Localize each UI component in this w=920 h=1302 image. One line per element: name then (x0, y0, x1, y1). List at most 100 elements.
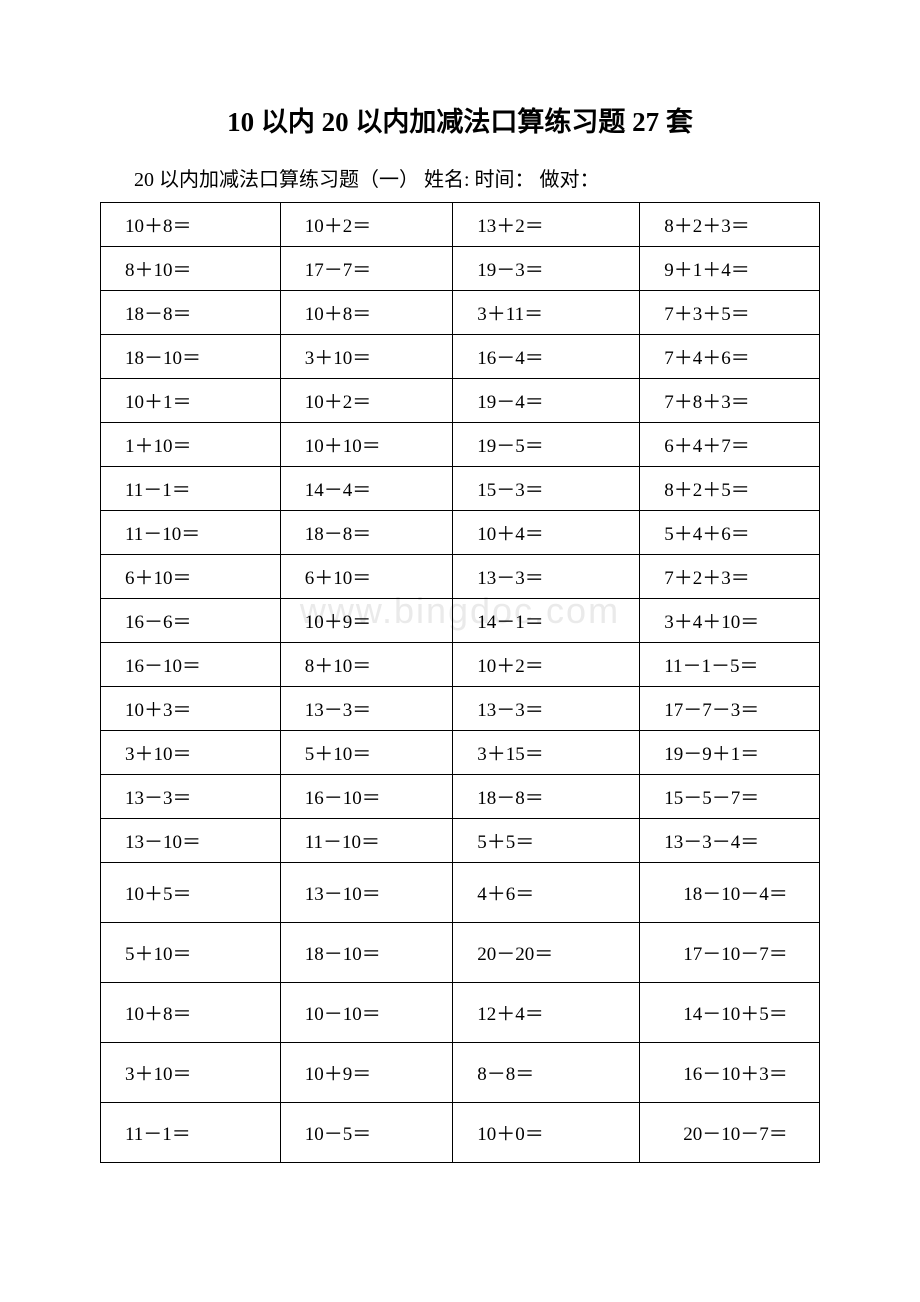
table-cell: 6＋10＝ (280, 555, 453, 599)
table-cell: 17－7＝ (280, 247, 453, 291)
table-cell: 5＋10＝ (280, 731, 453, 775)
table-cell: 19－9＋1＝ (640, 731, 820, 775)
table-cell: 14－4＝ (280, 467, 453, 511)
table-cell: 18－8＝ (280, 511, 453, 555)
table-row: 11－1＝10－5＝10＋0＝ 20－10－7＝ (101, 1103, 820, 1163)
table-cell: 6＋10＝ (101, 555, 281, 599)
table-cell: 11－1－5＝ (640, 643, 820, 687)
table-row: 11－1＝14－4＝15－3＝8＋2＋5＝ (101, 467, 820, 511)
table-cell: 16－10＝ (280, 775, 453, 819)
table-cell: 18－10－4＝ (640, 863, 820, 923)
table-cell: 3＋11＝ (453, 291, 640, 335)
table-cell: 5＋5＝ (453, 819, 640, 863)
table-cell: 8＋10＝ (101, 247, 281, 291)
table-cell: 16－10＋3＝ (640, 1043, 820, 1103)
table-row: 11－10＝18－8＝10＋4＝5＋4＋6＝ (101, 511, 820, 555)
table-cell: 10＋2＝ (280, 203, 453, 247)
table-cell: 10＋5＝ (101, 863, 281, 923)
table-row: 18－8＝10＋8＝3＋11＝7＋3＋5＝ (101, 291, 820, 335)
table-cell: 10＋4＝ (453, 511, 640, 555)
table-cell: 14－10＋5＝ (640, 983, 820, 1043)
table-row: 6＋10＝6＋10＝13－3＝7＋2＋3＝ (101, 555, 820, 599)
table-cell: 9＋1＋4＝ (640, 247, 820, 291)
table-cell: 5＋4＋6＝ (640, 511, 820, 555)
table-row: 10＋1＝10＋2＝19－4＝7＋8＋3＝ (101, 379, 820, 423)
table-cell: 11－10＝ (280, 819, 453, 863)
table-cell: 11－1＝ (101, 1103, 281, 1163)
table-cell: 17－7－3＝ (640, 687, 820, 731)
table-cell: 3＋10＝ (101, 731, 281, 775)
table-cell: 10＋2＝ (453, 643, 640, 687)
table-cell: 10＋0＝ (453, 1103, 640, 1163)
table-cell: 13－10＝ (101, 819, 281, 863)
table-cell: 10＋2＝ (280, 379, 453, 423)
page-title: 10 以内 20 以内加减法口算练习题 27 套 (100, 100, 820, 139)
table-row: 3＋10＝5＋10＝3＋15＝19－9＋1＝ (101, 731, 820, 775)
table-cell: 11－10＝ (101, 511, 281, 555)
table-row: 16－10＝8＋10＝10＋2＝11－1－5＝ (101, 643, 820, 687)
table-cell: 13－3＝ (101, 775, 281, 819)
table-row: 10＋8＝10－10＝12＋4＝ 14－10＋5＝ (101, 983, 820, 1043)
table-row: 8＋10＝17－7＝19－3＝9＋1＋4＝ (101, 247, 820, 291)
subtitle: 20 以内加减法口算练习题（一） 姓名: 时间： 做对： (100, 163, 820, 192)
table-cell: 13＋2＝ (453, 203, 640, 247)
table-cell: 19－3＝ (453, 247, 640, 291)
table-cell: 7＋8＋3＝ (640, 379, 820, 423)
table-cell: 18－10＝ (101, 335, 281, 379)
table-cell: 20－20＝ (453, 923, 640, 983)
table-row: 10＋8＝10＋2＝13＋2＝8＋2＋3＝ (101, 203, 820, 247)
table-cell: 17－10－7＝ (640, 923, 820, 983)
table-row: 1＋10＝10＋10＝19－5＝6＋4＋7＝ (101, 423, 820, 467)
table-row: 13－3＝16－10＝18－8＝15－5－7＝ (101, 775, 820, 819)
table-cell: 10＋3＝ (101, 687, 281, 731)
table-cell: 18－8＝ (453, 775, 640, 819)
table-cell: 13－3－4＝ (640, 819, 820, 863)
table-cell: 15－3＝ (453, 467, 640, 511)
table-cell: 16－4＝ (453, 335, 640, 379)
table-cell: 14－1＝ (453, 599, 640, 643)
table-cell: 6＋4＋7＝ (640, 423, 820, 467)
math-problems-table: 10＋8＝10＋2＝13＋2＝8＋2＋3＝8＋10＝17－7＝19－3＝9＋1＋… (100, 202, 820, 1163)
table-row: 18－10＝3＋10＝16－4＝7＋4＋6＝ (101, 335, 820, 379)
table-cell: 18－10＝ (280, 923, 453, 983)
table-cell: 16－10＝ (101, 643, 281, 687)
table-cell: 8＋2＋5＝ (640, 467, 820, 511)
table-cell: 10＋10＝ (280, 423, 453, 467)
table-cell: 7＋3＋5＝ (640, 291, 820, 335)
table-cell: 18－8＝ (101, 291, 281, 335)
table-cell: 12＋4＝ (453, 983, 640, 1043)
table-cell: 1＋10＝ (101, 423, 281, 467)
table-cell: 7＋2＋3＝ (640, 555, 820, 599)
table-cell: 10＋8＝ (280, 291, 453, 335)
table-cell: 19－4＝ (453, 379, 640, 423)
table-cell: 10＋1＝ (101, 379, 281, 423)
table-cell: 13－3＝ (453, 555, 640, 599)
table-cell: 8＋10＝ (280, 643, 453, 687)
table-cell: 13－3＝ (453, 687, 640, 731)
table-cell: 8－8＝ (453, 1043, 640, 1103)
table-row: 16－6＝10＋9＝14－1＝3＋4＋10＝ (101, 599, 820, 643)
table-cell: 10＋8＝ (101, 203, 281, 247)
table-row: 10＋5＝13－10＝4＋6＝ 18－10－4＝ (101, 863, 820, 923)
table-cell: 10＋8＝ (101, 983, 281, 1043)
table-cell: 11－1＝ (101, 467, 281, 511)
table-row: 13－10＝11－10＝5＋5＝13－3－4＝ (101, 819, 820, 863)
table-row: 10＋3＝13－3＝13－3＝17－7－3＝ (101, 687, 820, 731)
table-cell: 13－10＝ (280, 863, 453, 923)
table-cell: 7＋4＋6＝ (640, 335, 820, 379)
table-cell: 13－3＝ (280, 687, 453, 731)
table-cell: 4＋6＝ (453, 863, 640, 923)
table-cell: 10＋9＝ (280, 599, 453, 643)
table-cell: 10－10＝ (280, 983, 453, 1043)
table-cell: 5＋10＝ (101, 923, 281, 983)
table-cell: 3＋10＝ (280, 335, 453, 379)
table-cell: 10＋9＝ (280, 1043, 453, 1103)
table-cell: 15－5－7＝ (640, 775, 820, 819)
table-row: 3＋10＝10＋9＝8－8＝ 16－10＋3＝ (101, 1043, 820, 1103)
table-cell: 19－5＝ (453, 423, 640, 467)
table-row: 5＋10＝18－10＝20－20＝ 17－10－7＝ (101, 923, 820, 983)
table-body: 10＋8＝10＋2＝13＋2＝8＋2＋3＝8＋10＝17－7＝19－3＝9＋1＋… (101, 203, 820, 1163)
table-cell: 10－5＝ (280, 1103, 453, 1163)
table-cell: 8＋2＋3＝ (640, 203, 820, 247)
table-cell: 16－6＝ (101, 599, 281, 643)
